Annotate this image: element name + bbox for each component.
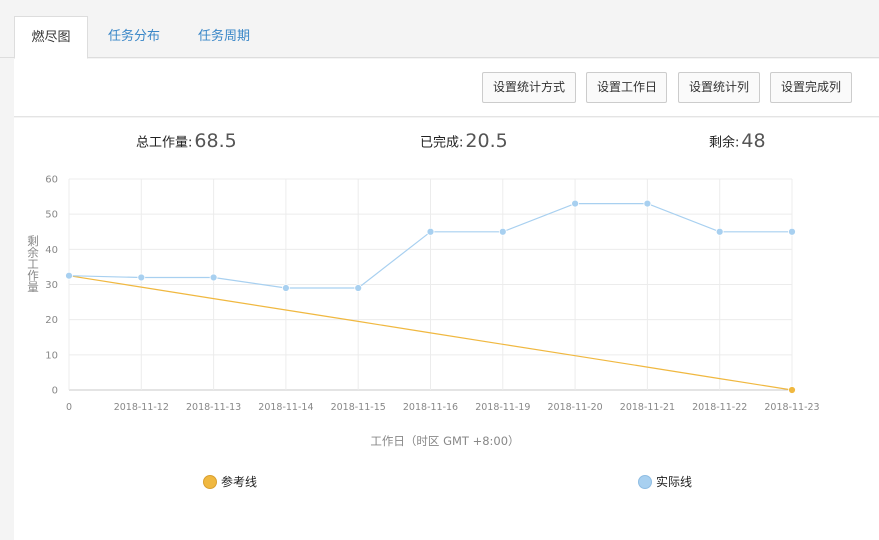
remaining-label: 剩余:: [709, 135, 740, 151]
completed-stat: 已完成: 20.5: [420, 130, 508, 160]
y-tick-label: 0: [52, 386, 58, 397]
actual-point: [571, 199, 579, 208]
completed-value: 20.5: [465, 130, 508, 152]
actual-point: [426, 227, 435, 236]
x-tick-label: 2018-11-20: [547, 402, 602, 413]
y-tick-label: 20: [45, 315, 58, 326]
set-workdays-button[interactable]: 设置工作日: [586, 72, 667, 103]
x-tick-label: 2018-11-19: [475, 402, 530, 413]
y-axis-title-char: 量: [27, 280, 39, 294]
total-workload-label: 总工作量:: [136, 135, 193, 151]
actual-point: [354, 284, 363, 292]
actual-point: [65, 271, 73, 280]
toolbar: 设置统计方式 设置工作日 设置统计列 设置完成列: [14, 59, 879, 117]
legend-actual-label: 实际线: [656, 475, 693, 489]
set-done-column-button[interactable]: 设置完成列: [770, 72, 852, 103]
x-tick-label: 2018-11-23: [764, 402, 819, 413]
total-workload-stat: 总工作量: 68.5: [136, 130, 237, 160]
x-tick-label: 2018-11-21: [620, 402, 675, 413]
actual-point: [788, 227, 796, 236]
set-stat-method-button[interactable]: 设置统计方式: [482, 72, 576, 103]
reference-line: [68, 275, 793, 391]
legend-actual-marker: [638, 474, 652, 489]
legend-reference-label: 参考线: [221, 475, 258, 489]
remaining-stat: 剩余: 48: [709, 130, 766, 160]
completed-label: 已完成:: [420, 135, 464, 151]
actual-point: [209, 273, 218, 282]
actual-point: [498, 227, 507, 236]
actual-point: [137, 273, 146, 282]
x-tick-label: 2018-11-14: [258, 402, 313, 413]
set-stat-column-button[interactable]: 设置统计列: [678, 72, 760, 103]
y-tick-label: 60: [45, 175, 58, 186]
y-tick-label: 30: [45, 280, 58, 291]
actual-point: [281, 284, 290, 292]
y-axis-title-char: 剩: [27, 234, 39, 248]
tab-task-cycle[interactable]: 任务周期: [197, 29, 250, 44]
tab-bar: 燃尽图 任务分布 任务周期: [0, 0, 879, 59]
total-workload-value: 68.5: [194, 130, 237, 152]
y-tick-label: 40: [45, 245, 58, 256]
y-tick-label: 50: [45, 210, 58, 221]
tab-task-distribution[interactable]: 任务分布: [107, 29, 160, 44]
chart-panel: [14, 118, 879, 540]
tab-burndown[interactable]: 燃尽图: [14, 16, 88, 59]
legend-actual[interactable]: 实际线: [638, 471, 693, 489]
actual-point: [643, 199, 652, 208]
legend-reference-marker: [203, 474, 217, 489]
actual-point: [715, 227, 724, 236]
x-tick-label: 2018-11-13: [186, 402, 241, 413]
y-axis-title-char: 余: [27, 246, 39, 260]
legend-reference[interactable]: 参考线: [203, 471, 258, 489]
x-axis-title: 工作日（时区 GMT +8:00）: [370, 434, 519, 448]
y-axis-title-char: 工: [27, 257, 39, 271]
x-tick-label: 0: [66, 402, 72, 413]
x-tick-label: 2018-11-12: [114, 402, 169, 413]
x-tick-label: 2018-11-22: [692, 402, 747, 413]
x-tick-label: 2018-11-16: [403, 402, 458, 413]
y-tick-label: 10: [45, 350, 58, 361]
y-axis-title-char: 作: [27, 269, 39, 283]
remaining-value: 48: [741, 130, 766, 152]
x-tick-label: 2018-11-15: [331, 402, 386, 413]
reference-point: [788, 386, 796, 394]
